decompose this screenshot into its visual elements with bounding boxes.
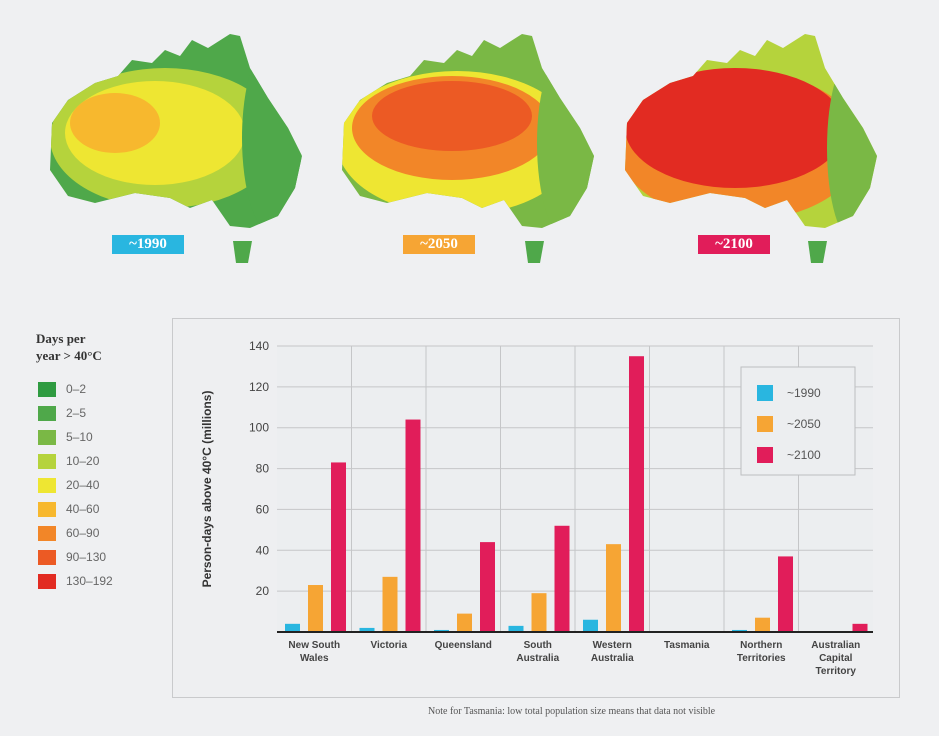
bar [405, 419, 421, 632]
bar [285, 623, 300, 632]
bar [583, 619, 598, 632]
map-legend-swatch [38, 549, 56, 565]
map-legend-swatch [38, 429, 56, 445]
map-legend-label: 0–2 [66, 382, 87, 396]
x-tick-label: Western [593, 640, 632, 651]
series-legend-swatch [757, 447, 773, 463]
chart-frame: 20 40 60 80 100 120 140 New South Wales Victoria Q… [172, 318, 900, 698]
bar [434, 629, 449, 632]
x-tick-label: South [524, 640, 552, 651]
footnote: Note for Tasmania: low total population … [428, 706, 716, 717]
map-legend-item: 90–130 [38, 548, 106, 566]
map-legend-title-line2: year > 40°C [36, 348, 102, 363]
map-legend-label: 10–20 [66, 454, 100, 468]
map-legend-swatch [38, 405, 56, 421]
y-tick-label: 140 [249, 339, 269, 353]
map-legend-label: 90–130 [66, 550, 107, 564]
bar [852, 623, 868, 632]
australia-map-1990 [50, 34, 302, 263]
map-legend-swatch [38, 381, 56, 397]
series-legend-label: ~1990 [787, 386, 821, 400]
australia-map-2050 [342, 34, 594, 263]
y-axis-title: Person-days above 40°C (millions) [200, 391, 214, 588]
y-tick-label: 40 [256, 543, 270, 557]
bar [457, 613, 472, 632]
bar [331, 462, 346, 632]
map-legend-title: Days per year > 40°C [36, 330, 102, 364]
bar-chart: 20 40 60 80 100 120 140 New South Wales Victoria Q… [200, 339, 873, 677]
x-tick-label: Australian [811, 640, 860, 651]
x-tick-label: Wales [300, 653, 329, 664]
y-tick-label: 100 [249, 421, 269, 435]
map-legend-item: 10–20 [38, 452, 99, 470]
series-legend-swatch [757, 385, 773, 401]
x-tick-label: Victoria [371, 640, 408, 651]
bar [508, 625, 524, 632]
map-legend-item: 0–2 [38, 380, 86, 398]
y-tick-label: 20 [256, 584, 270, 598]
series-legend-label: ~2100 [787, 448, 821, 462]
map-legend-label: 2–5 [66, 406, 87, 420]
map-legend-label: 5–10 [66, 430, 93, 444]
y-tick-label: 120 [249, 380, 269, 394]
x-tick-label: Australia [591, 653, 634, 664]
bar [732, 629, 747, 632]
era-label-2050: ~2050 [403, 235, 475, 254]
map-legend-label: 130–192 [66, 574, 113, 588]
x-tick-label: Northern [740, 640, 782, 651]
map-legend-item: 2–5 [38, 404, 86, 422]
x-tick-label: Territory [816, 666, 857, 677]
era-label-1990: ~1990 [112, 235, 184, 254]
x-tick-label: New South [288, 640, 340, 651]
map-legend-item: 130–192 [38, 572, 113, 590]
map-legend-label: 60–90 [66, 526, 100, 540]
x-tick-label: Tasmania [664, 640, 710, 651]
bar [606, 544, 621, 632]
map-legend-item: 60–90 [38, 524, 99, 542]
y-tick-label: 60 [256, 502, 270, 516]
map-legend-item: 5–10 [38, 428, 93, 446]
map-legend-title-line1: Days per [36, 331, 86, 346]
series-legend-swatch [757, 416, 773, 432]
bar [554, 525, 570, 632]
map-legend-label: 20–40 [66, 478, 100, 492]
x-tick-label: Capital [819, 653, 853, 664]
bar [531, 593, 547, 632]
bar [308, 585, 323, 632]
map-legend-item: 40–60 [38, 500, 99, 518]
series-legend-label: ~2050 [787, 417, 821, 431]
map-legend-swatch [38, 477, 56, 493]
x-tick-label: Territories [737, 653, 786, 664]
map-legend-swatch [38, 453, 56, 469]
map-legend-swatch [38, 501, 56, 517]
bar [755, 617, 770, 632]
bar [778, 556, 793, 632]
bar [359, 627, 375, 632]
x-tick-label: Queensland [435, 640, 492, 651]
australia-map-2100 [625, 34, 877, 263]
map-legend-label: 40–60 [66, 502, 100, 516]
y-tick-label: 80 [256, 462, 270, 476]
map-legend-swatch [38, 525, 56, 541]
map-legend-swatch [38, 573, 56, 589]
x-tick-label: Australia [516, 653, 559, 664]
bar [382, 576, 398, 632]
map-legend-item: 20–40 [38, 476, 99, 494]
bar [480, 542, 495, 632]
bar [629, 356, 644, 632]
era-label-2100: ~2100 [698, 235, 770, 254]
